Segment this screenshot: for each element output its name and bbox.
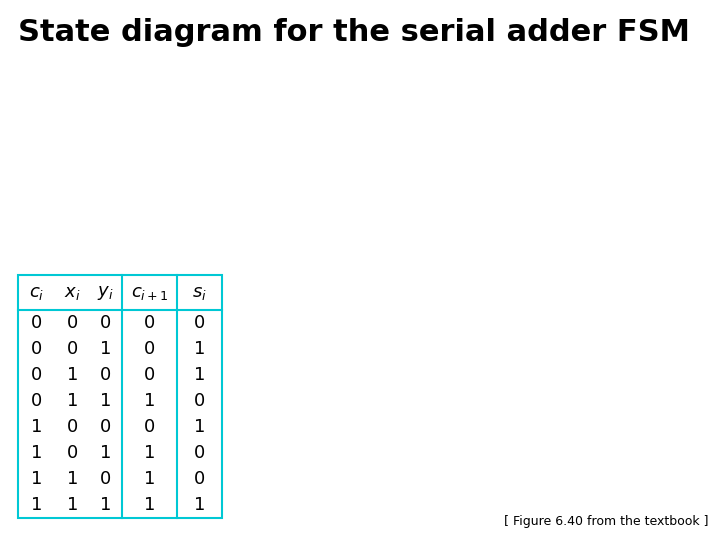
Text: 1: 1	[144, 496, 156, 514]
Text: $s_i$: $s_i$	[192, 284, 207, 301]
Text: 1: 1	[31, 496, 42, 514]
Text: $c_i$: $c_i$	[30, 284, 45, 301]
Text: 0: 0	[67, 314, 78, 332]
Text: 1: 1	[67, 392, 78, 410]
Text: $x_i$: $x_i$	[64, 284, 81, 301]
Text: 1: 1	[31, 470, 42, 488]
Text: 0: 0	[32, 392, 42, 410]
Text: 0: 0	[100, 314, 111, 332]
Text: 1: 1	[31, 418, 42, 436]
Text: 0: 0	[194, 470, 205, 488]
Text: 0: 0	[67, 444, 78, 462]
Text: 0: 0	[67, 340, 78, 358]
Text: 1: 1	[67, 366, 78, 384]
Text: 0: 0	[194, 392, 205, 410]
Text: 1: 1	[67, 496, 78, 514]
Text: 1: 1	[100, 392, 111, 410]
Text: 1: 1	[144, 470, 156, 488]
Text: State diagram for the serial adder FSM: State diagram for the serial adder FSM	[18, 18, 690, 47]
Text: 0: 0	[100, 418, 111, 436]
Text: 1: 1	[100, 444, 111, 462]
Text: 0: 0	[100, 470, 111, 488]
Text: 0: 0	[67, 418, 78, 436]
Text: 0: 0	[144, 366, 155, 384]
Text: 0: 0	[144, 418, 155, 436]
Text: [ Figure 6.40 from the textbook ]: [ Figure 6.40 from the textbook ]	[503, 515, 708, 528]
Bar	[18, 275, 222, 518]
Text: 1: 1	[144, 444, 156, 462]
Text: 1: 1	[100, 496, 111, 514]
Text: $c_{i+1}$: $c_{i+1}$	[130, 284, 168, 301]
Text: 1: 1	[31, 444, 42, 462]
Text: 1: 1	[144, 392, 156, 410]
Text: 1: 1	[194, 418, 205, 436]
Text: $y_i$: $y_i$	[97, 284, 114, 301]
Text: 1: 1	[100, 340, 111, 358]
Text: 0: 0	[194, 314, 205, 332]
Text: 1: 1	[194, 366, 205, 384]
Text: 0: 0	[144, 340, 155, 358]
Text: 0: 0	[100, 366, 111, 384]
Text: 0: 0	[32, 340, 42, 358]
Text: 0: 0	[32, 314, 42, 332]
Text: 0: 0	[32, 366, 42, 384]
Text: 1: 1	[67, 470, 78, 488]
Text: 0: 0	[144, 314, 155, 332]
Text: 1: 1	[194, 340, 205, 358]
Text: 1: 1	[194, 496, 205, 514]
Text: 0: 0	[194, 444, 205, 462]
